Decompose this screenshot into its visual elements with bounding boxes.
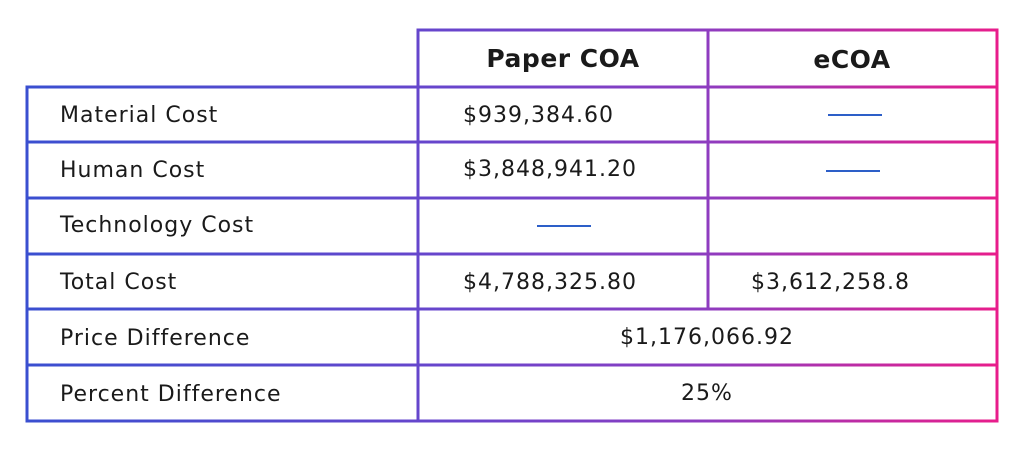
row-label: Price Difference [60, 326, 250, 351]
column-header: Paper COA [486, 44, 639, 73]
cell: $939,384.60 [463, 103, 614, 128]
empty-dashes [537, 114, 882, 227]
row-label: Technology Cost [59, 213, 254, 238]
merged-cell: $1,176,066.92 [620, 325, 794, 350]
row-label: Human Cost [60, 158, 205, 183]
cell: $3,612,258.8 [751, 270, 910, 295]
cell: $4,788,325.80 [463, 270, 637, 295]
table-borders [25, 28, 999, 423]
merged-cell: 25% [681, 381, 733, 406]
row-label: Percent Difference [60, 382, 282, 407]
row-label: Total Cost [59, 270, 177, 295]
row-label: Material Cost [60, 103, 218, 128]
cell: $3,848,941.20 [463, 157, 637, 182]
column-header: eCOA [813, 45, 890, 74]
